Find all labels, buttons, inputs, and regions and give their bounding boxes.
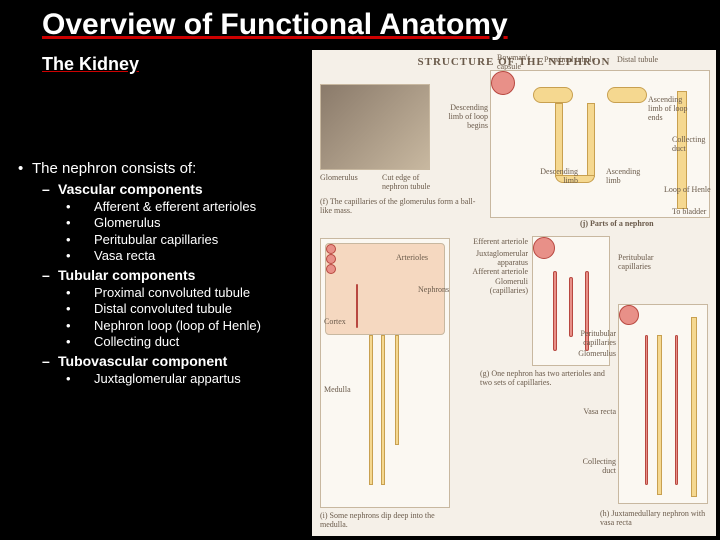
diagram-label: Descending limb of loop begins	[440, 104, 488, 130]
text-content: •The nephron consists of: –Vascular comp…	[18, 160, 308, 387]
collecting-duct-shape	[691, 317, 697, 497]
diagram-label: Cortex	[324, 318, 346, 327]
section-heading-text: Tubovascular component	[58, 353, 227, 369]
list-item: •Collecting duct	[80, 334, 308, 350]
diagram-caption: (g) One nephron has two arterioles and t…	[480, 370, 616, 388]
section-heading: –Tubovascular component	[42, 353, 308, 369]
vasa-recta-line	[675, 335, 678, 485]
list-item: •Afferent & efferent arterioles	[80, 199, 308, 215]
diagram-label: Descending limb	[532, 168, 578, 186]
diagram-panel-photo	[320, 84, 430, 170]
section-heading: –Vascular components	[42, 181, 308, 197]
diagram-panel-i	[320, 238, 450, 508]
diagram-label: Distal tubule	[617, 56, 658, 65]
list-item: •Juxtaglomerular appartus	[80, 371, 308, 387]
diagram-label: Glomeruli (capillaries)	[476, 278, 528, 296]
diagram-label: Glomerulus	[320, 174, 358, 183]
diagram-label: Proximal tubule	[544, 56, 595, 65]
main-bullet: •The nephron consists of:	[18, 160, 308, 177]
diagram-label: Vasa recta	[568, 408, 616, 417]
list-item: •Peritubular capillaries	[80, 232, 308, 248]
loop-line	[395, 335, 399, 445]
diagram-label: Loop of Henle	[664, 186, 714, 195]
list-item: •Distal convoluted tubule	[80, 301, 308, 317]
list-item-text: Proximal convoluted tubule	[94, 285, 250, 300]
diagram-label: Collecting duct	[568, 458, 616, 476]
list-item-text: Juxtaglomerular appartus	[94, 371, 241, 386]
diagram-label: Juxtaglomerular apparatus	[444, 250, 528, 268]
list-item: •Proximal convoluted tubule	[80, 285, 308, 301]
diagram-label: Bowman's capsule	[497, 54, 537, 72]
diagram-label: Afferent arteriole	[468, 268, 528, 277]
diagram-label: To bladder	[672, 208, 706, 217]
glomerulus-shape	[533, 237, 555, 259]
loop-ascending	[587, 103, 595, 177]
glom-dot	[326, 254, 336, 264]
capillary-line	[569, 277, 573, 337]
diagram-caption: (j) Parts of a nephron	[580, 220, 654, 229]
list-item-text: Distal convoluted tubule	[94, 301, 232, 316]
diagram-label: Collecting duct	[672, 136, 714, 154]
tubule-shape	[533, 87, 573, 103]
glom-dot	[326, 244, 336, 254]
diagram-label: Nephrons	[418, 286, 449, 295]
slide-title: Overview of Functional Anatomy	[42, 8, 508, 42]
loop-line	[369, 335, 373, 485]
diagram-label: Peritubular capillaries	[618, 254, 666, 272]
diagram-label: Medulla	[324, 386, 351, 395]
main-bullet-text: The nephron consists of:	[32, 160, 196, 177]
diagram-label: Cut edge of nephron tubule	[382, 174, 437, 192]
list-item-text: Nephron loop (loop of Henle)	[94, 318, 261, 333]
capillary-line	[553, 271, 557, 351]
anatomical-diagram: STRUCTURE OF THE NEPHRON Bowman's capsul…	[312, 50, 716, 536]
list-item-text: Vasa recta	[94, 248, 155, 263]
list-item: •Vasa recta	[80, 248, 308, 264]
arteriole-line	[356, 284, 358, 328]
diagram-label: Glomerulus	[568, 350, 616, 359]
section-heading-text: Tubular components	[58, 267, 195, 283]
diagram-caption: (f) The capillaries of the glomerulus fo…	[320, 198, 480, 216]
list-item-text: Peritubular capillaries	[94, 232, 218, 247]
diagram-caption: (h) Juxtamedullary nephron with vasa rec…	[600, 510, 712, 528]
diagram-caption: (i) Some nephrons dip deep into the medu…	[320, 512, 458, 530]
loop-descending	[555, 103, 563, 177]
section-heading-text: Vascular components	[58, 181, 203, 197]
diagram-label: Ascending limb	[606, 168, 648, 186]
vasa-recta-line	[645, 335, 648, 485]
diagram-label: Ascending limb of loop ends	[648, 96, 696, 122]
section-heading: –Tubular components	[42, 267, 308, 283]
diagram-panel-h	[618, 304, 708, 504]
list-item: •Nephron loop (loop of Henle)	[80, 318, 308, 334]
list-item: •Glomerulus	[80, 215, 308, 231]
diagram-label: Arterioles	[396, 254, 428, 263]
loop-line	[657, 335, 662, 495]
medulla-region	[325, 335, 445, 503]
diagram-label: Peritubular capillaries	[568, 330, 616, 348]
list-item-text: Glomerulus	[94, 215, 160, 230]
list-item-text: Collecting duct	[94, 334, 179, 349]
list-item-text: Afferent & efferent arterioles	[94, 199, 256, 214]
glom-dot	[326, 264, 336, 274]
glomerulus-shape	[619, 305, 639, 325]
tubule-shape	[607, 87, 647, 103]
diagram-label: Efferent arteriole	[468, 238, 528, 247]
glomerulus-shape	[491, 71, 515, 95]
slide-subtitle: The Kidney	[42, 54, 139, 75]
loop-line	[381, 335, 385, 485]
